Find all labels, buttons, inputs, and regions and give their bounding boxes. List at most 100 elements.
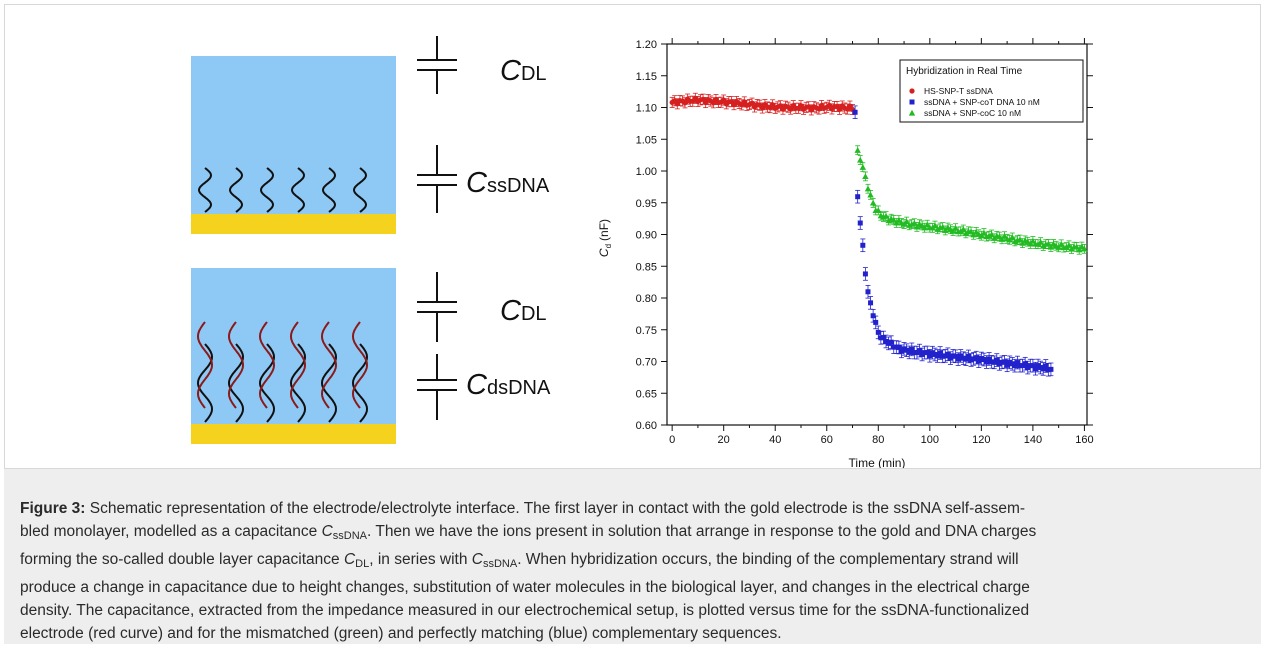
data-point: [991, 359, 997, 365]
data-point: [996, 233, 1003, 240]
data-point: [981, 357, 987, 363]
x-tick-label: 140: [1024, 434, 1042, 446]
legend-title: Hybridization in Real Time: [906, 66, 1023, 77]
data-point: [935, 353, 941, 359]
complement-strand: [320, 321, 338, 409]
data-point: [919, 351, 925, 357]
data-point: [1002, 359, 1008, 365]
data-point: [1073, 243, 1080, 250]
x-tick-label: 80: [872, 434, 884, 446]
cdl-lower-subscript: DL: [521, 303, 547, 325]
data-point: [1022, 361, 1028, 367]
x-tick-label: 120: [972, 434, 990, 446]
data-point: [1045, 240, 1052, 247]
data-point: [886, 340, 892, 346]
data-point: [895, 216, 903, 223]
data-point: [1058, 241, 1065, 247]
data-point: [864, 185, 872, 192]
x-tick-label: 0: [669, 434, 675, 446]
data-point: [968, 357, 974, 363]
data-point: [860, 242, 866, 248]
data-point: [1016, 236, 1024, 243]
ssdna-strand: [258, 343, 276, 423]
data-point: [852, 109, 858, 115]
ssdna-strand: [321, 167, 337, 213]
data-point: [996, 361, 1002, 367]
data-point: [947, 355, 953, 361]
data-point: [914, 350, 920, 356]
data-point: [978, 356, 984, 362]
svg-text:CDL: CDL: [500, 55, 547, 87]
y-tick-label: 1.10: [636, 103, 657, 115]
caption-sub-dl: DL: [355, 558, 370, 570]
legend-box: [899, 59, 1084, 123]
caption-sym-2: C: [343, 551, 356, 568]
data-point: [994, 357, 1000, 363]
capacitor-dl-lower-icon: [417, 272, 457, 342]
y-axis-label-symbol: C: [597, 248, 611, 257]
data-point: [937, 350, 943, 356]
capacitor-dsdna-icon: [417, 354, 457, 420]
series-1: [852, 105, 1054, 377]
y-axis-label-subscript: d: [604, 244, 613, 248]
data-point: [971, 356, 977, 362]
y-tick-label: 1.05: [636, 134, 657, 146]
data-point: [942, 353, 948, 359]
data-point: [880, 335, 886, 341]
y-tick-label: 0.90: [636, 230, 657, 242]
data-point: [924, 221, 931, 228]
chart-legend: Hybridization in Real Time HS-SNP-T ssDN…: [899, 59, 1084, 123]
y-axis-label-unit: (nF): [597, 219, 611, 241]
data-point: [1063, 243, 1070, 250]
cssdna-subscript: ssDNA: [487, 175, 550, 197]
data-point: [911, 220, 918, 226]
capacitance-chart: 0 20 40 60 80 100 120 140 160 0.600.650.700.750.…: [597, 38, 1094, 468]
cssdna-symbol: C: [466, 167, 488, 199]
data-point: [904, 347, 910, 353]
svg-text:CdsDNA: CdsDNA: [466, 369, 551, 401]
y-axis-label: Cd (nF): [597, 219, 613, 257]
data-point: [986, 356, 992, 362]
data-point: [952, 224, 959, 231]
cdsdna-subscript: dsDNA: [487, 377, 551, 399]
caption-text-5: , in series with: [369, 551, 472, 568]
y-tick-label: 0.60: [636, 420, 657, 432]
data-point: [893, 344, 899, 350]
data-point: [1004, 362, 1010, 368]
legend-label: HS-SNP-T ssDNA: [924, 86, 993, 96]
data-point: [868, 300, 874, 306]
dsdna-strands-lower: [196, 321, 369, 423]
data-point: [1017, 363, 1023, 369]
data-point: [1020, 363, 1026, 369]
data-point: [924, 349, 930, 355]
ssdna-strand: [351, 343, 369, 423]
data-point: [965, 353, 971, 359]
svg-text:CDL: CDL: [500, 295, 547, 327]
capacitor-dl-upper-icon: [417, 36, 457, 94]
ssdna-strand: [197, 167, 213, 213]
data-point: [867, 191, 874, 198]
caption-label: Figure 3:: [20, 500, 86, 517]
gold-electrode-upper: [191, 214, 396, 234]
data-point: [875, 329, 881, 335]
data-point: [953, 353, 959, 359]
data-point: [931, 222, 939, 229]
caption-sym-1: C: [321, 523, 333, 540]
complement-strand: [289, 321, 307, 409]
data-point: [960, 355, 966, 361]
data-point: [1037, 238, 1044, 245]
data-point: [917, 348, 923, 354]
data-point: [1009, 234, 1016, 241]
caption-text-8: density. The capacitance, extracted from…: [20, 602, 1030, 619]
data-point: [890, 216, 897, 223]
data-point: [911, 349, 917, 355]
cdl-upper-subscript: DL: [521, 63, 547, 85]
data-point: [980, 229, 988, 236]
data-point: [1032, 366, 1038, 372]
data-point: [1045, 367, 1051, 373]
data-point: [859, 164, 867, 170]
data-point: [958, 353, 964, 359]
x-tick-label: 20: [718, 434, 730, 446]
cdsdna-symbol: C: [466, 369, 488, 401]
caption-text-4: forming the so-called double layer capac…: [20, 551, 344, 568]
